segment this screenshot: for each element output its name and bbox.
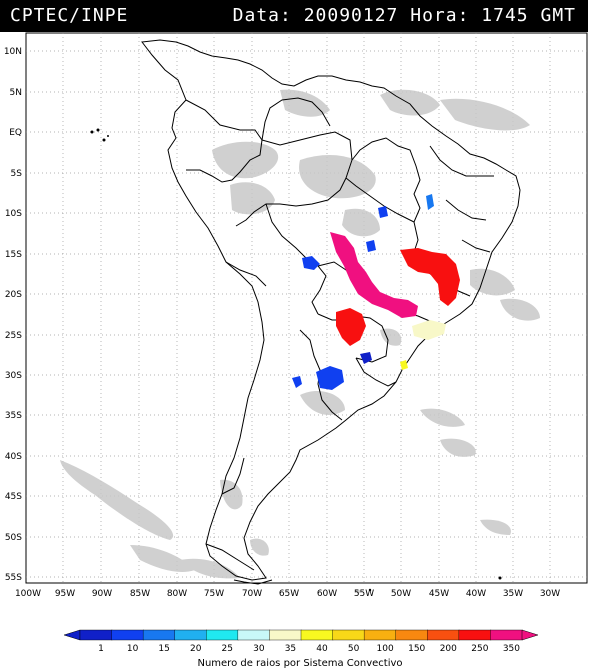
lon-label: 65W xyxy=(279,589,299,599)
colorbar-swatch xyxy=(206,629,239,641)
colorbar-tick-label: 30 xyxy=(253,644,265,654)
lon-label: 45W xyxy=(429,589,449,599)
graticule xyxy=(26,33,587,583)
time-value: 1745 xyxy=(481,5,529,26)
convective-system xyxy=(302,256,320,270)
colorbar-swatch xyxy=(363,629,397,641)
time-label: Hora: xyxy=(410,5,470,26)
lon-label: 70W xyxy=(242,589,262,599)
islands xyxy=(90,128,502,592)
convective-system xyxy=(400,248,460,306)
colorbar-tick-label: 10 xyxy=(127,644,139,654)
lat-label: EQ xyxy=(9,128,22,138)
convective-system xyxy=(378,206,388,218)
convective-system xyxy=(412,320,446,340)
colorbar-swatch xyxy=(395,629,428,641)
colorbar-tick-label: 25 xyxy=(222,644,233,654)
lat-label: 20S xyxy=(5,290,22,300)
lat-label: 10N xyxy=(4,47,22,57)
lon-label: 60W xyxy=(317,589,337,599)
lat-label: 10S xyxy=(5,209,22,219)
colorbar-tick-label: 50 xyxy=(348,644,360,654)
lat-label: 5N xyxy=(10,88,22,98)
colorbar-tick-label: 40 xyxy=(316,644,328,654)
lon-label: 75W xyxy=(204,589,224,599)
lat-label: 15S xyxy=(5,250,22,260)
convective-system xyxy=(316,366,344,390)
lat-label: 35S xyxy=(5,411,22,421)
longitude-labels: 100W 95W 90W 85W 80W 75W 70W 65W 60W 55W… xyxy=(15,589,560,599)
convective-system xyxy=(360,352,372,364)
lon-label: 100W xyxy=(15,589,41,599)
colorbar-tick-label: 250 xyxy=(471,644,488,654)
convective-system xyxy=(400,360,408,370)
colorbar-tick-label: 20 xyxy=(190,644,202,654)
colorbar-swatch xyxy=(142,629,176,641)
lat-label: 30S xyxy=(5,371,22,381)
convective-system xyxy=(426,194,434,210)
colorbar-arrow-right xyxy=(521,629,539,641)
colorbar: 1 10 15 20 25 30 35 40 50 100 150 200 250 350 xyxy=(63,629,539,654)
colorbar-arrow-left xyxy=(63,629,81,641)
lon-label: 40W xyxy=(466,589,486,599)
date-value: 20090127 xyxy=(303,5,399,26)
datetime-label: Data: 20090127 Hora: 1745 GMT xyxy=(233,5,576,26)
colorbar-title: Numero de raios por Sistema Convectivo xyxy=(197,658,402,669)
timezone-label: GMT xyxy=(540,5,576,26)
convective-system xyxy=(336,308,366,346)
colorbar-tick-label: 150 xyxy=(408,644,425,654)
date-label: Data: xyxy=(232,5,292,26)
source-label: CPTEC/INPE xyxy=(10,5,129,26)
colorbar-swatch xyxy=(300,629,334,641)
lat-label: 40S xyxy=(5,452,22,462)
convective-system xyxy=(292,376,302,388)
colorbar-tick-label: 350 xyxy=(503,644,520,654)
lat-label: 5S xyxy=(11,169,23,179)
lon-label: 35W xyxy=(503,589,523,599)
lon-label: 55W xyxy=(354,589,374,599)
colorbar-swatch xyxy=(237,629,271,641)
colorbar-swatch xyxy=(174,629,207,641)
colorbar-tick-label: 15 xyxy=(158,644,169,654)
lon-label: 90W xyxy=(92,589,112,599)
colorbar-swatch xyxy=(269,629,302,641)
colorbar-tick-label: 200 xyxy=(440,644,457,654)
lon-label: 95W xyxy=(55,589,75,599)
colorbar-tick-label: 35 xyxy=(285,644,296,654)
colorbar-tick-label: 100 xyxy=(377,644,394,654)
lat-label: 25S xyxy=(5,331,22,341)
lon-label: 50W xyxy=(391,589,411,599)
convective-system xyxy=(330,232,418,318)
latitude-labels: 10N 5N EQ 5S 10S 15S 20S 25S 30S 35S 40S… xyxy=(4,47,22,583)
cloud-field xyxy=(60,89,540,594)
lon-label: 80W xyxy=(167,589,187,599)
convective-systems xyxy=(292,194,460,390)
lon-label: 30W xyxy=(540,589,560,599)
convective-system xyxy=(366,240,376,252)
colorbar-swatch xyxy=(79,629,113,641)
colorbar-tick-label: 1 xyxy=(98,644,104,654)
title-bar: CPTEC/INPE Data: 20090127 Hora: 1745 GMT xyxy=(0,0,588,32)
colorbar-swatch xyxy=(111,629,144,641)
colorbar-swatch xyxy=(490,629,523,641)
colorbar-swatch xyxy=(427,629,460,641)
lat-label: 55S xyxy=(5,573,22,583)
colorbar-swatch xyxy=(332,629,365,641)
colorbar-swatch xyxy=(458,629,492,641)
lon-label: 85W xyxy=(130,589,150,599)
lat-label: 50S xyxy=(5,533,22,543)
lat-label: 45S xyxy=(5,492,22,502)
